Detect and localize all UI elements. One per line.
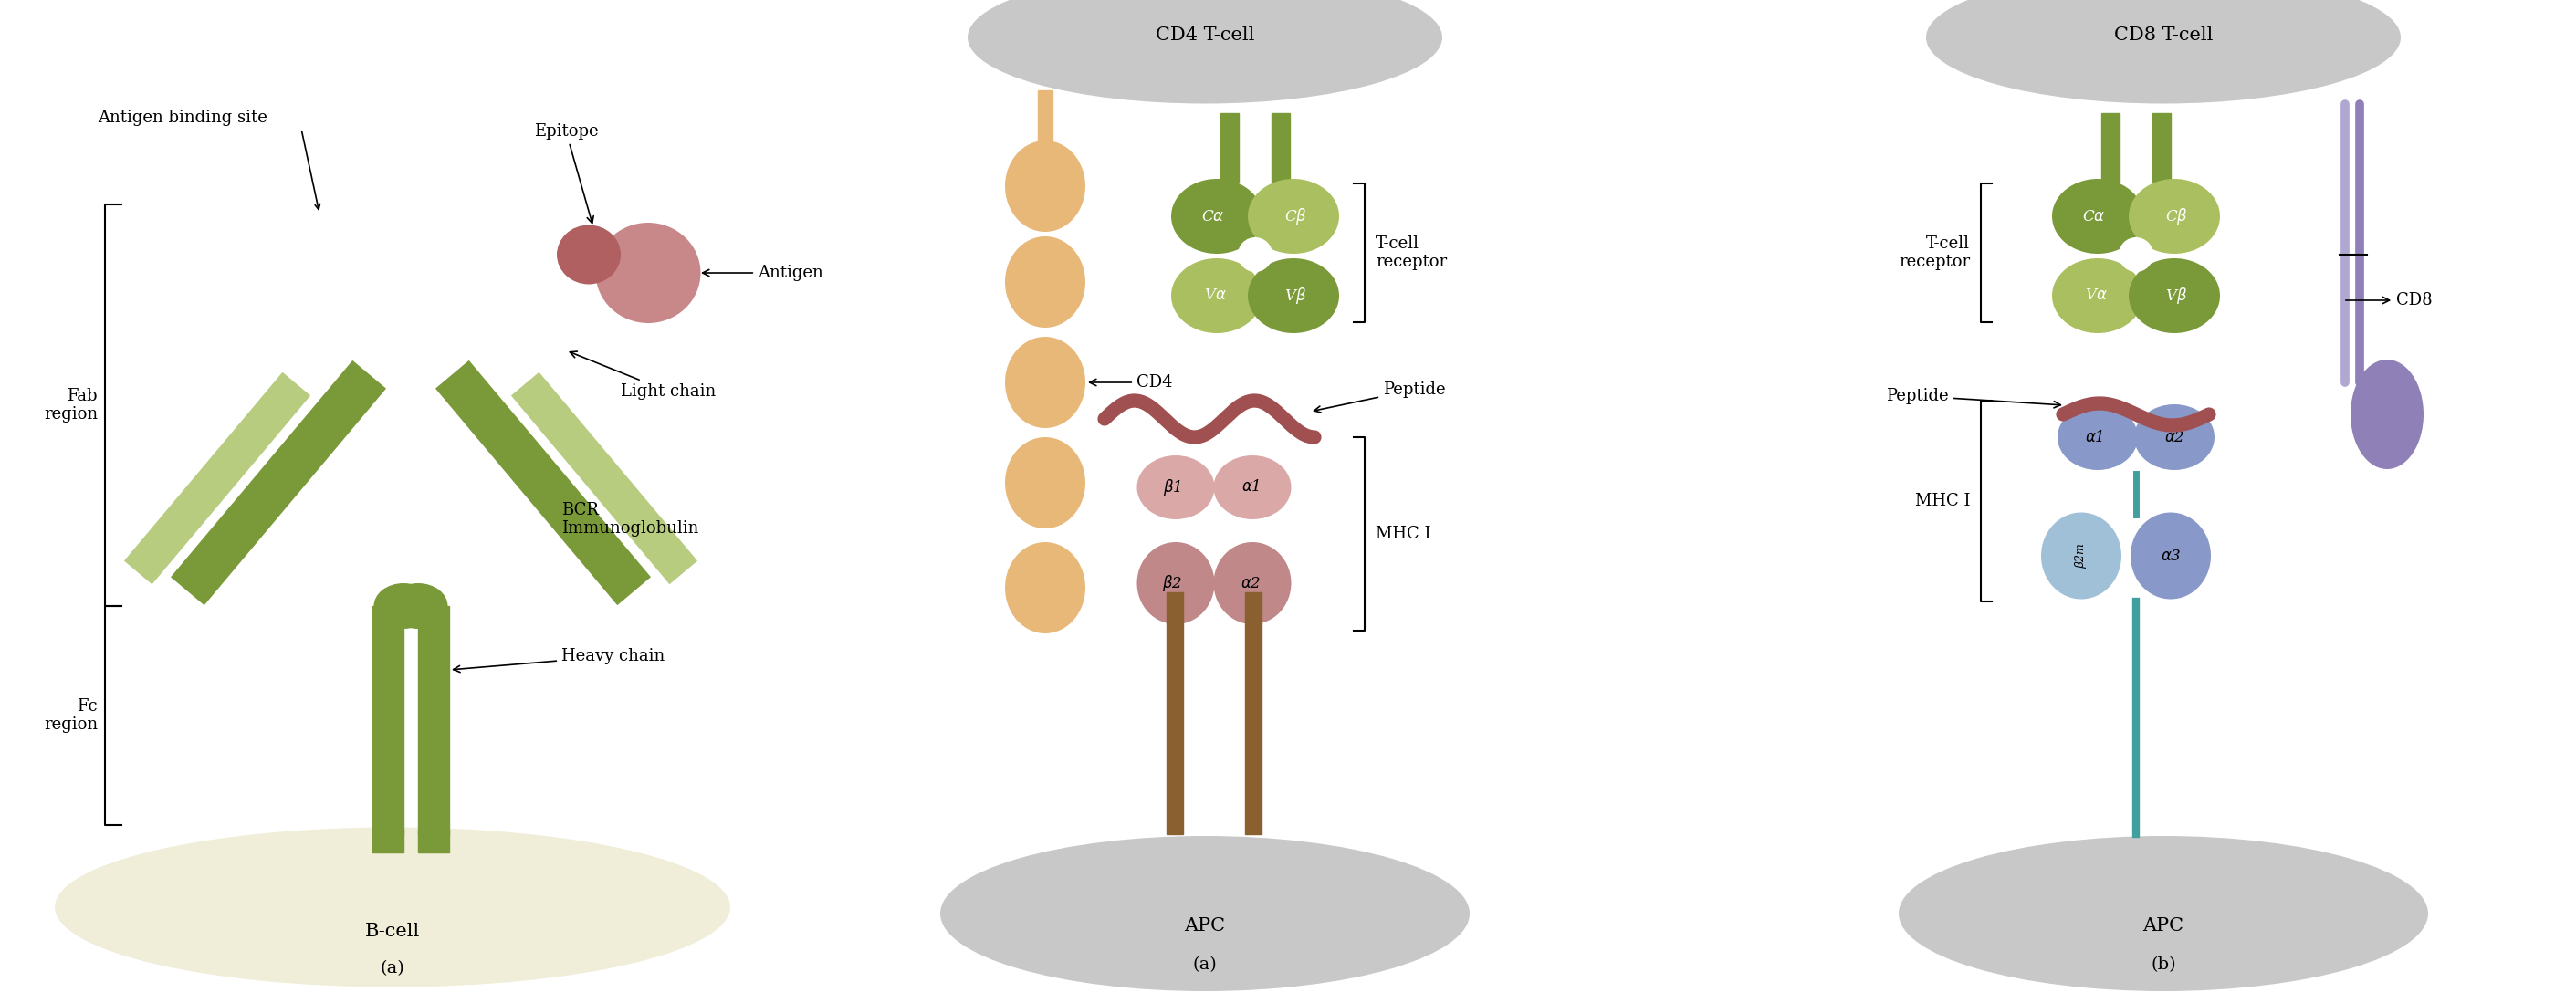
Ellipse shape (1005, 337, 1084, 428)
Ellipse shape (2133, 404, 2215, 470)
Text: C$\alpha$: C$\alpha$ (1200, 209, 1224, 224)
Text: $\beta$2: $\beta$2 (1162, 573, 1182, 593)
Text: MHC I: MHC I (1376, 526, 1430, 542)
Text: CD4: CD4 (1090, 374, 1172, 390)
Text: APC: APC (2143, 917, 2184, 934)
Text: CD8 T-cell: CD8 T-cell (2115, 27, 2213, 44)
Ellipse shape (374, 583, 433, 629)
Text: C$\alpha$: C$\alpha$ (2081, 209, 2105, 224)
Text: $\beta$2m: $\beta$2m (2074, 543, 2089, 569)
Ellipse shape (940, 835, 1471, 991)
Ellipse shape (1005, 237, 1084, 328)
Ellipse shape (1213, 542, 1291, 624)
Bar (374, 829, 404, 853)
Text: T-cell
receptor: T-cell receptor (1376, 235, 1448, 271)
Polygon shape (170, 360, 386, 605)
Ellipse shape (1213, 455, 1291, 520)
Text: BCR
Immunoglobulin: BCR Immunoglobulin (562, 502, 698, 537)
Bar (1273, 113, 1291, 182)
Text: Fab
region: Fab region (44, 387, 98, 423)
Ellipse shape (1136, 455, 1213, 520)
Text: Peptide: Peptide (1314, 381, 1445, 412)
Ellipse shape (2053, 259, 2143, 333)
Bar (1244, 593, 1262, 834)
Bar (374, 606, 404, 834)
Ellipse shape (1172, 259, 1262, 333)
Text: $\alpha$1: $\alpha$1 (2084, 429, 2102, 445)
Bar (2102, 113, 2120, 182)
Text: $\alpha$3: $\alpha$3 (2161, 548, 2182, 564)
Text: V$\beta$: V$\beta$ (1285, 286, 1306, 306)
Text: C$\beta$: C$\beta$ (2164, 207, 2187, 227)
Ellipse shape (2128, 259, 2221, 333)
Text: V$\beta$: V$\beta$ (2166, 286, 2187, 306)
Text: Antigen: Antigen (703, 265, 824, 281)
Bar (1221, 113, 1239, 182)
Ellipse shape (389, 583, 448, 629)
Ellipse shape (1927, 0, 2401, 103)
Text: V$\alpha$: V$\alpha$ (1203, 288, 1226, 304)
Text: Epitope: Epitope (533, 123, 598, 224)
Ellipse shape (595, 223, 701, 323)
Ellipse shape (1239, 238, 1273, 272)
Text: APC: APC (1185, 917, 1226, 934)
Ellipse shape (1172, 179, 1262, 254)
Ellipse shape (2117, 238, 2154, 272)
Text: $\alpha$1: $\alpha$1 (1242, 479, 1260, 495)
Ellipse shape (2349, 360, 2424, 469)
Text: (b): (b) (2151, 957, 2177, 973)
Polygon shape (510, 372, 698, 585)
Polygon shape (124, 372, 312, 585)
Ellipse shape (2053, 179, 2143, 254)
Ellipse shape (969, 0, 1443, 103)
Text: $\alpha$2: $\alpha$2 (2164, 429, 2184, 445)
Text: Antigen binding site: Antigen binding site (98, 109, 268, 126)
Text: T-cell
receptor: T-cell receptor (1899, 235, 1971, 271)
Text: $\alpha$2: $\alpha$2 (1239, 576, 1260, 591)
Ellipse shape (2128, 179, 2221, 254)
Text: MHC I: MHC I (1914, 492, 1971, 510)
Text: CD4 T-cell: CD4 T-cell (1157, 27, 1255, 44)
Ellipse shape (1005, 437, 1084, 529)
Bar (1038, 90, 1054, 145)
Text: B-cell: B-cell (366, 923, 420, 941)
Text: Light chain: Light chain (569, 351, 716, 400)
Text: $\beta$1: $\beta$1 (1162, 477, 1182, 497)
Ellipse shape (1005, 542, 1084, 633)
Ellipse shape (54, 827, 729, 987)
Text: (a): (a) (1193, 957, 1216, 973)
Bar (417, 829, 448, 853)
Ellipse shape (1247, 179, 1340, 254)
Polygon shape (435, 360, 652, 605)
Bar (1167, 593, 1182, 834)
Ellipse shape (556, 225, 621, 284)
Text: C$\beta$: C$\beta$ (1283, 207, 1306, 227)
Text: Peptide: Peptide (1886, 388, 2061, 408)
Text: Fc
region: Fc region (44, 698, 98, 733)
Ellipse shape (2058, 404, 2138, 470)
Text: V$\alpha$: V$\alpha$ (2084, 288, 2107, 304)
Bar (2154, 113, 2172, 182)
Bar (417, 606, 448, 834)
Ellipse shape (2040, 513, 2123, 599)
Ellipse shape (1136, 542, 1213, 624)
Text: CD8: CD8 (2347, 292, 2432, 309)
Text: (a): (a) (381, 960, 404, 977)
Ellipse shape (1247, 259, 1340, 333)
Ellipse shape (2130, 513, 2210, 599)
Text: Heavy chain: Heavy chain (453, 648, 665, 672)
Ellipse shape (1005, 140, 1084, 232)
Ellipse shape (1899, 835, 2429, 991)
